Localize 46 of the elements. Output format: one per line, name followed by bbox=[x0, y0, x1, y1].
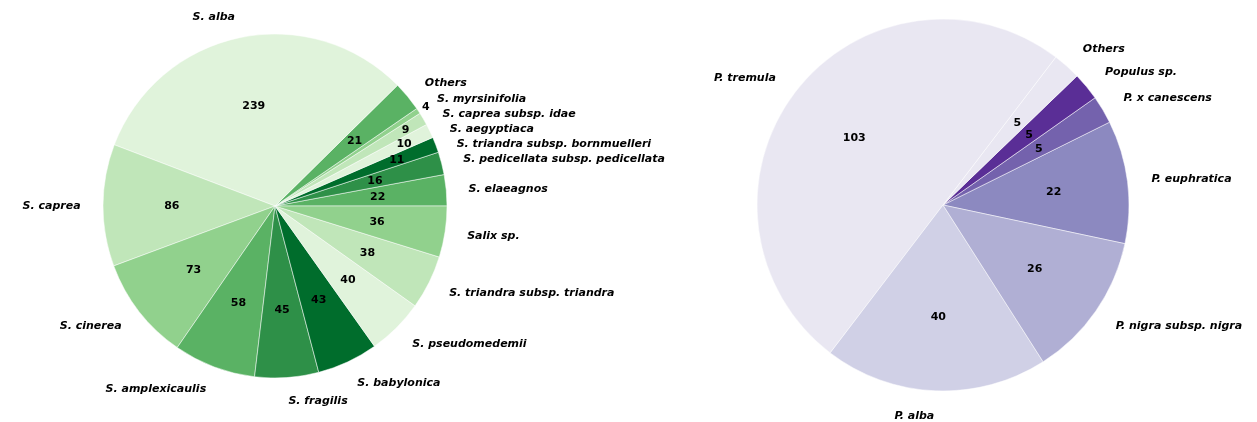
data-label: 5 bbox=[1025, 127, 1033, 141]
slice-label: S. pseudomedemii bbox=[412, 337, 527, 351]
data-label: 58 bbox=[230, 296, 247, 310]
data-label: 5 bbox=[1013, 115, 1022, 129]
slice-label: S. cinerea bbox=[59, 319, 122, 333]
data-label: 22 bbox=[1046, 184, 1062, 198]
slice-label: Populus sp. bbox=[1105, 65, 1177, 79]
data-label: 103 bbox=[842, 131, 866, 145]
slice-label: S. alba bbox=[192, 9, 236, 23]
data-label: 26 bbox=[1027, 262, 1043, 276]
slice-label: S. fragilis bbox=[288, 393, 349, 407]
data-label: 22 bbox=[370, 190, 386, 204]
slice-label: S. pedicellata subsp. pedicellata bbox=[463, 152, 665, 166]
data-label: 10 bbox=[396, 137, 413, 151]
data-label: 40 bbox=[340, 272, 356, 286]
data-label: 5 bbox=[1035, 141, 1043, 155]
slice-label: P. x canescens bbox=[1123, 91, 1213, 105]
data-label: 21 bbox=[346, 134, 363, 148]
slice-label: P. euphratica bbox=[1151, 172, 1232, 186]
data-label: 9 bbox=[401, 123, 410, 137]
data-label: 73 bbox=[185, 263, 202, 277]
slice-label: Others bbox=[1082, 41, 1126, 55]
data-label: 16 bbox=[367, 174, 383, 188]
slice-label: S. babylonica bbox=[357, 375, 441, 389]
slice-label: S. triandra subsp. bornmuelleri bbox=[456, 137, 652, 151]
slice-label: S. aegyptiaca bbox=[449, 122, 534, 136]
slice-label: S. amplexicaulis bbox=[105, 381, 207, 395]
slice-label: S. caprea bbox=[22, 199, 81, 213]
data-label: 11 bbox=[389, 153, 405, 167]
data-label: 40 bbox=[930, 310, 947, 324]
slice-label: P. alba bbox=[894, 408, 935, 422]
slice-label: P. nigra subsp. nigra bbox=[1115, 318, 1243, 332]
slice-label: Salix sp. bbox=[467, 229, 520, 243]
data-label: 43 bbox=[311, 293, 327, 307]
data-label: 239 bbox=[242, 98, 266, 112]
data-label: 36 bbox=[369, 215, 386, 229]
data-label: 38 bbox=[359, 245, 376, 259]
slice-label: S. elaeagnos bbox=[468, 181, 549, 195]
slice-label: S. myrsinifolia bbox=[436, 92, 527, 106]
data-label: 4 bbox=[422, 99, 431, 113]
data-label: 86 bbox=[164, 199, 180, 213]
data-label: 45 bbox=[274, 302, 290, 316]
slice-label: P. tremula bbox=[714, 71, 776, 85]
slice-label: S. triandra subsp. triandra bbox=[449, 286, 615, 300]
slice-label: S. caprea subsp. idae bbox=[442, 107, 577, 121]
slice-label: Others bbox=[424, 76, 468, 90]
